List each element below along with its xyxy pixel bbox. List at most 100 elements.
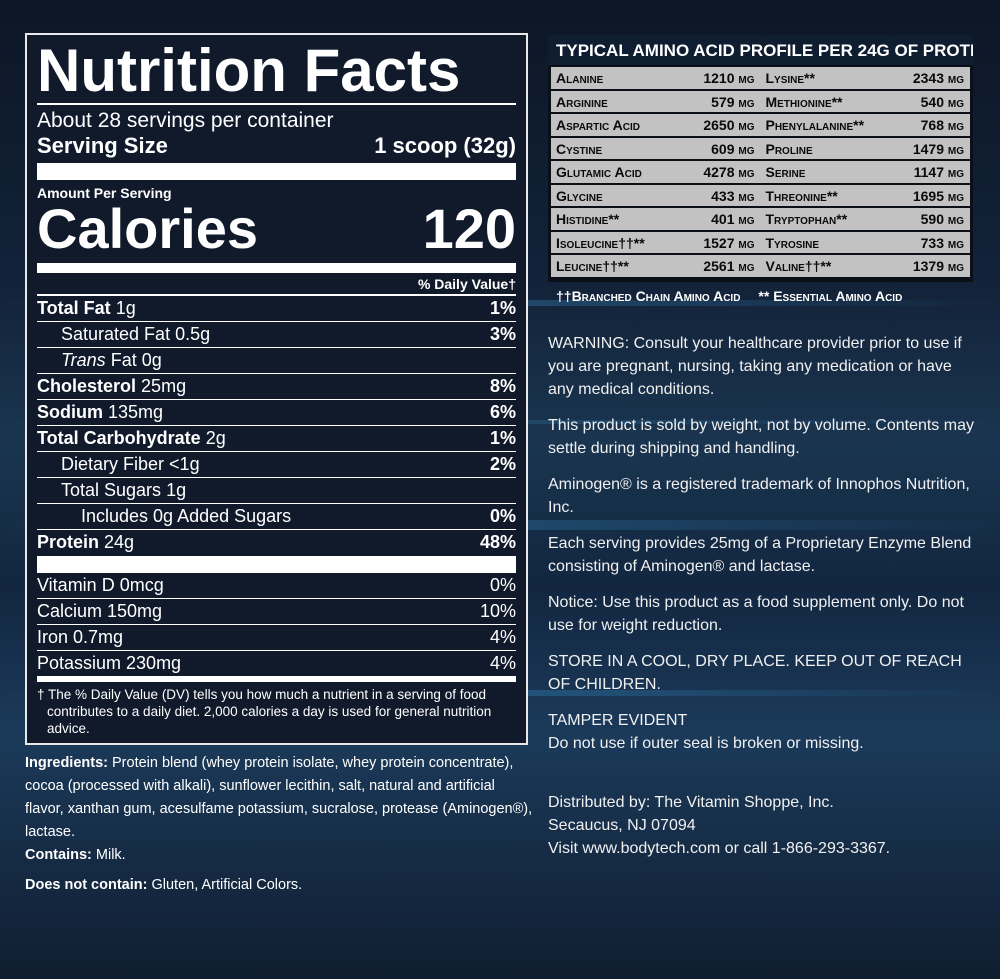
nutrient-row: Trans Fat 0g [37,348,516,374]
nutrient-label: Total Carbohydrate 2g [37,426,226,451]
nutrient-daily-value: 0% [489,506,516,526]
amino-legend: ††Branched Chain Amino Acid ** Essential… [548,282,973,310]
amino-acid-name: Aspartic Acid [556,117,640,133]
amino-acid-name: Phenylalanine** [765,117,865,133]
seal-notice: Do not use if outer seal is broken or mi… [548,735,864,752]
amino-acid-amount: 1695 mg [912,187,964,204]
nutrient-name: Trans [61,350,106,370]
amino-acid-name: Threonine** [765,187,838,204]
nutrient-name: Sodium [37,402,103,422]
contains-label: Contains: [25,847,92,863]
nutrient-row: Sodium 135mg 6% [37,400,516,426]
divider [37,163,516,180]
amino-acid-name: Glutamic Acid [556,164,642,180]
nutrient-daily-value: 1% [489,298,516,318]
vitamin-list: Vitamin D 0mcg 0% Calcium 150mg 10% Iron 0.7… [37,573,516,677]
nutrient-row: Dietary Fiber <1g 2% [37,452,516,478]
amino-cell: Lysine** 2343 mg [761,67,971,89]
amino-acid-amount: 1527 mg [703,234,755,251]
distributor-address: Secaucus, NJ 07094 [548,817,696,834]
nutrient-amount: 25mg [141,376,187,396]
amino-acid-amount: 433 mg [711,187,755,204]
nutrient-amount: 1g [166,480,187,500]
serving-size: Serving Size 1 scoop (32g) [37,133,516,159]
amino-acid-name: Methionine** [765,93,843,110]
divider [37,556,516,573]
amino-table: Alanine 1210 mg Lysine** 2343 mg Arginine 579… [548,65,973,282]
nutrient-name: Cholesterol [37,376,137,396]
nutrient-label: Sodium 135mg [37,400,163,425]
amino-acid-name: Tryptophan** [765,211,848,227]
amino-cell: Phenylalanine** 768 mg [761,114,971,136]
does-not-contain: Does not contain: Gluten, Artificial Col… [25,874,535,897]
vitamin-name: Potassium 230mg [37,653,182,673]
amino-acid-amount: 2650 mg [703,117,755,133]
nutrient-daily-value: 1% [489,428,516,448]
amino-cell: Tryptophan** 590 mg [761,208,971,230]
amino-cell: Alanine 1210 mg [551,67,761,89]
enzyme-notice: Each serving provides 25mg of a Propriet… [548,535,972,575]
amino-cell: Arginine 579 mg [551,91,761,113]
weight-notice: This product is sold by weight, not by v… [548,417,974,457]
nutrient-name: Total Fat [37,298,111,318]
amino-acid-name: Valine††** [765,258,832,274]
serving-size-label: Serving Size [37,133,168,158]
amino-row: Glycine 433 mg Threonine** 1695 mg [551,184,971,207]
amino-acid-amount: 590 mg [920,211,964,227]
vitamin-row: Iron 0.7mg 4% [37,625,516,651]
amino-acid-profile: TYPICAL AMINO ACID PROFILE PER 24G OF PR… [548,35,973,310]
nutrient-name: Total Sugars [61,480,162,500]
amino-acid-amount: 1379 mg [912,258,964,274]
amino-cell: Histidine** 401 mg [551,208,761,230]
amino-row: Leucine††** 2561 mg Valine††** 1379 mg [551,255,970,277]
nutrient-row: Protein 24g 48% [37,530,516,556]
nutrient-label: Includes 0g Added Sugars [37,504,291,529]
nutrient-label: Dietary Fiber <1g [37,452,200,477]
amino-acid-name: Glycine [556,187,603,204]
nutrient-label: Trans Fat 0g [37,348,162,373]
amino-acid-name: Alanine [556,70,604,86]
amino-cell: Glutamic Acid 4278 mg [551,161,761,183]
servings-per-container: About 28 servings per container [37,109,334,132]
legend-bcaa: ††Branched Chain Amino Acid [556,287,741,304]
amino-cell: Aspartic Acid 2650 mg [551,114,761,136]
vitamin-daily-value: 10% [479,601,516,621]
amino-acid-amount: 540 mg [920,93,964,110]
nutrient-daily-value: 3% [489,324,516,344]
amino-cell: Leucine††** 2561 mg [551,255,761,277]
notices: WARNING: Consult your healthcare provide… [548,332,978,860]
amino-row: Alanine 1210 mg Lysine** 2343 mg [551,67,970,89]
warning: WARNING: Consult your healthcare provide… [548,335,962,398]
daily-value-header: % Daily Value† [37,273,516,296]
nutrient-amount: 0.5g [175,324,211,344]
nutrient-row: Cholesterol 25mg 8% [37,374,516,400]
amino-row: Histidine** 401 mg Tryptophan** 590 mg [551,208,970,230]
vitamin-row: Potassium 230mg 4% [37,651,516,677]
amino-acid-name: Histidine** [556,211,620,227]
contains: Contains: Milk. [25,844,535,867]
vitamin-name: Calcium 150mg [37,601,163,621]
nutrient-amount: 2g [205,428,226,448]
nutrient-amount: <1g [169,454,200,474]
calories: Calories 120 [37,201,516,263]
does-not-contain-text: Gluten, Artificial Colors. [151,877,303,893]
amino-acid-amount: 2343 mg [912,70,964,86]
amino-cell: Isoleucine††** 1527 mg [551,232,761,254]
amino-cell: Methionine** 540 mg [761,91,971,113]
amino-row: Isoleucine††** 1527 mg Tyrosine 733 mg [551,231,970,254]
trademark-notice: Aminogen® is a registered trademark of I… [548,476,970,516]
amino-acid-amount: 4278 mg [703,164,755,180]
amino-cell: Glycine 433 mg [551,185,761,207]
ingredients-text: Protein blend (whey protein isolate, whe… [25,755,533,840]
nutrition-facts-panel: Nutrition Facts About 28 servings per co… [25,33,528,745]
legend-essential: ** Essential Amino Acid [758,287,903,304]
amino-cell: Threonine** 1695 mg [761,185,971,207]
amino-acid-name: Lysine** [765,70,815,86]
amino-acid-amount: 2561 mg [703,258,755,274]
amino-row: Aspartic Acid 2650 mg Phenylalanine** 768 m… [551,114,970,136]
nutrient-label: Saturated Fat 0.5g [37,322,210,347]
amino-cell: Serine 1147 mg [761,161,971,183]
vitamin-name: Vitamin D 0mcg [37,575,164,595]
distributor-name: Distributed by: The Vitamin Shoppe, Inc. [548,794,834,811]
calories-value: 120 [422,197,516,260]
